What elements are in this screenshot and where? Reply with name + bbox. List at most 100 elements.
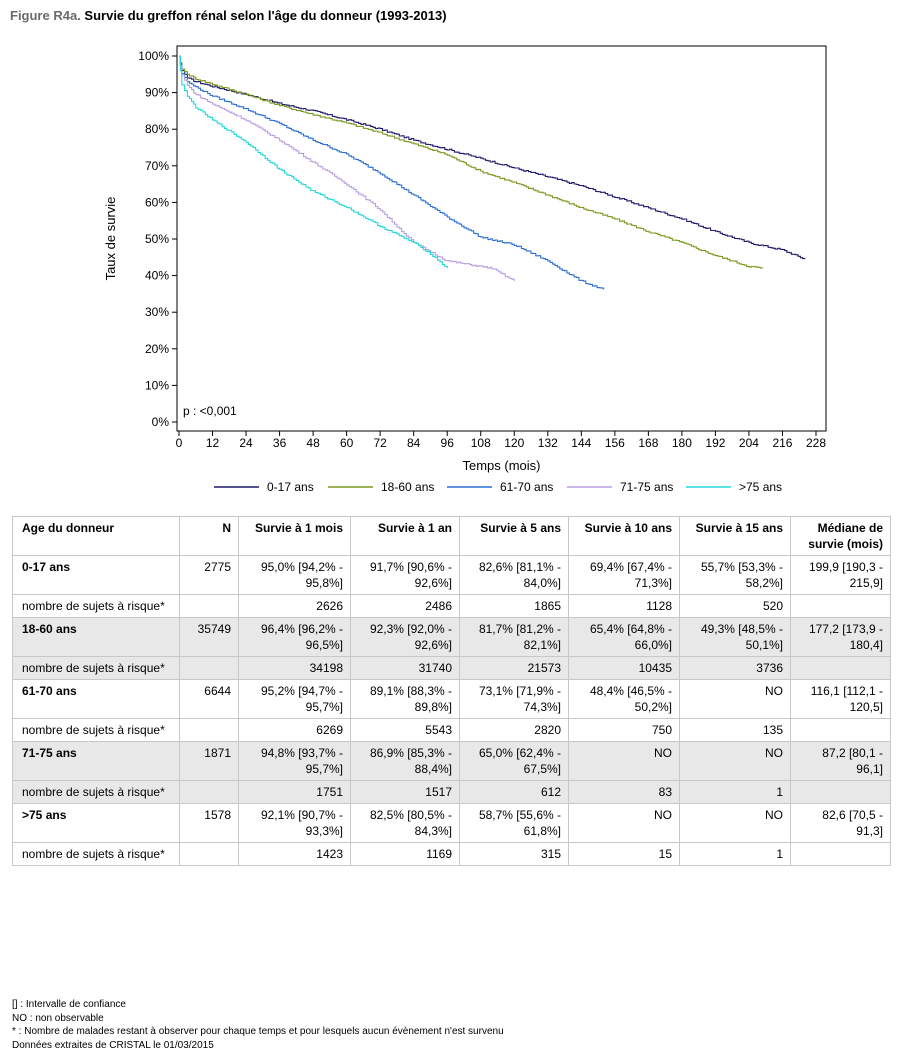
cell-risk: 6269 bbox=[238, 718, 351, 742]
cell-risk bbox=[790, 656, 891, 680]
cell-risk: 15 bbox=[568, 842, 680, 866]
legend-label: 0-17 ans bbox=[267, 480, 314, 494]
cell-risk: 135 bbox=[679, 718, 791, 742]
cell-value: NO bbox=[568, 741, 680, 781]
series-line-4 bbox=[179, 55, 448, 269]
cell-value: 81,7% [81,2% - 82,1%] bbox=[459, 617, 569, 657]
cell-empty bbox=[179, 656, 239, 680]
note-source: Données extraites de CRISTAL le 01/03/20… bbox=[12, 1039, 214, 1051]
row-age-label: 71-75 ans bbox=[12, 741, 180, 781]
cell-risk: 750 bbox=[568, 718, 680, 742]
cell-risk: 1 bbox=[679, 780, 791, 804]
cell-value: 116,1 [112,1 - 120,5] bbox=[790, 679, 891, 719]
x-tick-label: 96 bbox=[441, 436, 455, 450]
cell-value: NO bbox=[679, 741, 791, 781]
x-tick-label: 120 bbox=[504, 436, 524, 450]
cell-empty bbox=[179, 594, 239, 618]
note-no: NO : non observable bbox=[12, 1012, 104, 1024]
cell-risk: 31740 bbox=[350, 656, 460, 680]
x-tick-label: 72 bbox=[373, 436, 387, 450]
table-row-risk: nombre de sujets à risque* 2626 2486 1865 11… bbox=[12, 594, 891, 618]
cell-value: 65,0% [62,4% - 67,5%] bbox=[459, 741, 569, 781]
x-tick-label: 48 bbox=[306, 436, 320, 450]
cell-risk: 1517 bbox=[350, 780, 460, 804]
cell-risk bbox=[790, 842, 891, 866]
table-row-risk: nombre de sujets à risque* 1751 1517 612 83 1 bbox=[12, 780, 891, 804]
cell-value: 58,7% [55,6% - 61,8%] bbox=[459, 803, 569, 843]
cell-value: 69,4% [67,4% - 71,3%] bbox=[568, 555, 680, 595]
cell-risk: 21573 bbox=[459, 656, 569, 680]
cell-value: NO bbox=[568, 803, 680, 843]
note-risk: * : Nombre de malades restant à observer… bbox=[12, 1026, 504, 1037]
x-tick-label: 12 bbox=[206, 436, 220, 450]
table-row: 61-70 ans 6644 95,2% [94,7% - 95,7%] 89,1% … bbox=[12, 679, 891, 719]
cell-value: 92,1% [90,7% - 93,3%] bbox=[238, 803, 351, 843]
cell-value: NO bbox=[679, 803, 791, 843]
series-line-0 bbox=[179, 55, 806, 260]
x-tick-label: 192 bbox=[705, 436, 725, 450]
x-tick-label: 84 bbox=[407, 436, 421, 450]
cell-empty bbox=[179, 780, 239, 804]
x-tick-label: 0 bbox=[176, 436, 183, 450]
row-risk-label: nombre de sujets à risque* bbox=[12, 718, 180, 742]
cell-risk bbox=[790, 780, 891, 804]
header-survie-5-ans: Survie à 5 ans bbox=[459, 516, 569, 556]
table-row: >75 ans 1578 92,1% [90,7% - 93,3%] 82,5% [8… bbox=[12, 803, 891, 843]
cell-risk: 83 bbox=[568, 780, 680, 804]
y-tick-label: 40% bbox=[145, 269, 169, 283]
figure-title: Figure R4a. Survie du greffon rénal selo… bbox=[10, 8, 447, 23]
cell-value: 49,3% [48,5% - 50,1%] bbox=[679, 617, 791, 657]
header-survie-1-an: Survie à 1 an bbox=[350, 516, 460, 556]
row-risk-label: nombre de sujets à risque* bbox=[12, 780, 180, 804]
cell-value: 95,0% [94,2% - 95,8%] bbox=[238, 555, 351, 595]
y-tick-label: 70% bbox=[145, 159, 169, 173]
cell-value: 95,2% [94,7% - 95,7%] bbox=[238, 679, 351, 719]
x-tick-label: 36 bbox=[273, 436, 287, 450]
cell-risk bbox=[790, 718, 891, 742]
cell-risk: 3736 bbox=[679, 656, 791, 680]
series-line-2 bbox=[179, 55, 605, 290]
x-tick-label: 228 bbox=[806, 436, 826, 450]
table-row: 18-60 ans 35749 96,4% [96,2% - 96,5%] 92,3%… bbox=[12, 617, 891, 657]
cell-risk: 34198 bbox=[238, 656, 351, 680]
cell-risk: 10435 bbox=[568, 656, 680, 680]
header-n: N bbox=[179, 516, 239, 556]
cell-empty bbox=[179, 718, 239, 742]
cell-n: 6644 bbox=[179, 679, 239, 719]
table-row-risk: nombre de sujets à risque* 34198 31740 2157… bbox=[12, 656, 891, 680]
y-tick-label: 90% bbox=[145, 86, 169, 100]
series-line-1 bbox=[179, 55, 764, 269]
cell-risk: 2486 bbox=[350, 594, 460, 618]
legend-label: >75 ans bbox=[739, 480, 782, 494]
legend-label: 18-60 ans bbox=[381, 480, 434, 494]
footnotes: [] : Intervalle de confiance NO : non ob… bbox=[12, 998, 504, 1052]
cell-value: 91,7% [90,6% - 92,6%] bbox=[350, 555, 460, 595]
x-tick-label: 24 bbox=[239, 436, 253, 450]
table-row: 71-75 ans 1871 94,8% [93,7% - 95,7%] 86,9% … bbox=[12, 741, 891, 781]
y-tick-label: 30% bbox=[145, 305, 169, 319]
table-row-risk: nombre de sujets à risque* 6269 5543 2820 75… bbox=[12, 718, 891, 742]
y-tick-label: 20% bbox=[145, 342, 169, 356]
cell-value: 65,4% [64,8% - 66,0%] bbox=[568, 617, 680, 657]
cell-risk: 5543 bbox=[350, 718, 460, 742]
x-axis-label: Temps (mois) bbox=[462, 458, 540, 473]
cell-risk: 1423 bbox=[238, 842, 351, 866]
cell-risk: 2626 bbox=[238, 594, 351, 618]
row-risk-label: nombre de sujets à risque* bbox=[12, 594, 180, 618]
cell-value: 48,4% [46,5% - 50,2%] bbox=[568, 679, 680, 719]
x-tick-label: 132 bbox=[538, 436, 558, 450]
header-age: Age du donneur bbox=[12, 516, 180, 556]
row-age-label: 61-70 ans bbox=[12, 679, 180, 719]
table-row: 0-17 ans 2775 95,0% [94,2% - 95,8%] 91,7% [… bbox=[12, 555, 891, 595]
header-survie-10-ans: Survie à 10 ans bbox=[568, 516, 680, 556]
cell-value: 82,5% [80,5% - 84,3%] bbox=[350, 803, 460, 843]
x-tick-label: 60 bbox=[340, 436, 354, 450]
row-risk-label: nombre de sujets à risque* bbox=[12, 656, 180, 680]
cell-n: 1871 bbox=[179, 741, 239, 781]
row-age-label: 0-17 ans bbox=[12, 555, 180, 595]
x-tick-label: 144 bbox=[571, 436, 591, 450]
cell-value: NO bbox=[679, 679, 791, 719]
header-survie-15-ans: Survie à 15 ans bbox=[679, 516, 791, 556]
x-tick-label: 216 bbox=[772, 436, 792, 450]
cell-value: 82,6% [81,1% - 84,0%] bbox=[459, 555, 569, 595]
